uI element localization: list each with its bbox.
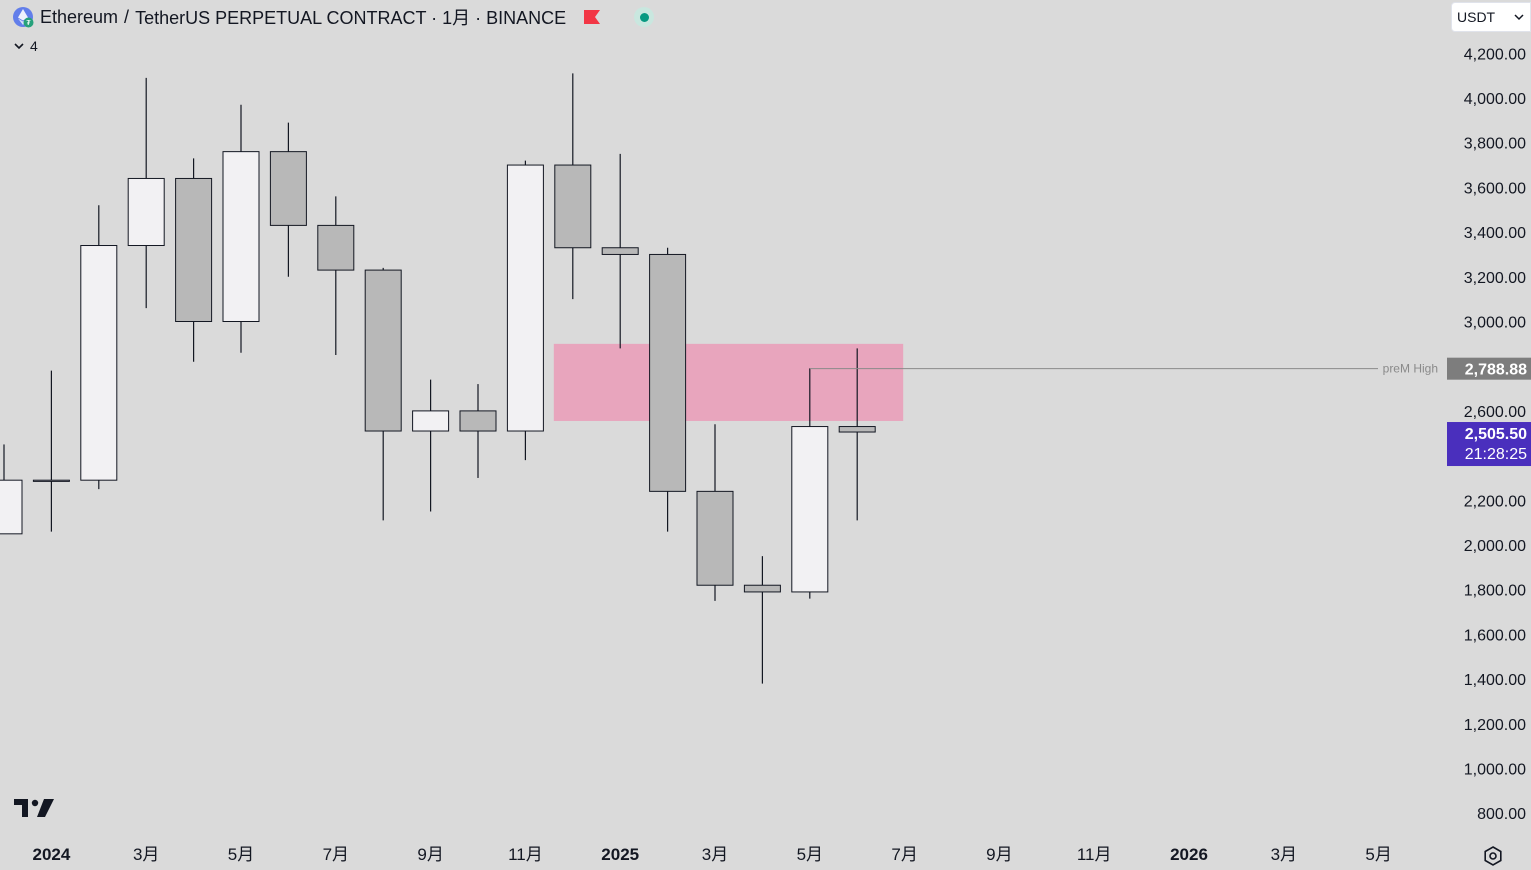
candle-body xyxy=(791,426,829,593)
tradingview-logo-icon[interactable] xyxy=(14,796,58,820)
candle[interactable] xyxy=(175,158,213,362)
price-tick-label: 3,800.00 xyxy=(1464,136,1526,153)
candle[interactable] xyxy=(791,368,829,599)
time-tick-label: 2024 xyxy=(32,845,70,864)
candle[interactable] xyxy=(364,267,402,521)
ethereum-icon: ₮ xyxy=(13,7,34,28)
supply-zone[interactable] xyxy=(553,343,904,421)
candle[interactable] xyxy=(32,370,70,532)
candle[interactable] xyxy=(743,556,781,684)
time-tick-label: 2026 xyxy=(1170,845,1208,864)
symbol-header[interactable]: ₮ Ethereum / TetherUS PERPETUAL CONTRACT… xyxy=(12,5,655,29)
symbol-name[interactable]: Ethereum xyxy=(40,6,119,27)
candle-body xyxy=(601,247,639,255)
time-tick-label: 3月 xyxy=(133,845,159,864)
price-tick-label: 1,600.00 xyxy=(1464,627,1526,644)
candle[interactable] xyxy=(317,196,355,356)
time-tick-label: 3月 xyxy=(702,845,728,864)
price-tick-label: 2,000.00 xyxy=(1464,538,1526,555)
candle-body xyxy=(506,164,544,432)
currency-selector[interactable]: USDT xyxy=(1451,2,1531,32)
candle-body xyxy=(696,490,734,586)
flag-icon[interactable] xyxy=(584,10,601,24)
indicators-count: 4 xyxy=(30,38,38,54)
price-tick-label: 3,600.00 xyxy=(1464,180,1526,197)
candle[interactable] xyxy=(554,73,592,300)
price-tick-label: 4,200.00 xyxy=(1464,46,1526,63)
price-tick-label: 800.00 xyxy=(1477,806,1526,823)
price-tick-label: 4,000.00 xyxy=(1464,91,1526,108)
candle[interactable] xyxy=(222,104,260,353)
candle-body xyxy=(80,245,118,481)
candle-body xyxy=(459,410,497,432)
premarket-high-label: preM High xyxy=(1383,362,1438,376)
candle-body xyxy=(554,164,592,249)
candle-body xyxy=(317,224,355,271)
candle[interactable] xyxy=(412,379,450,512)
time-tick-label: 7月 xyxy=(323,845,349,864)
price-tick-label: 1,000.00 xyxy=(1464,762,1526,779)
time-tick-label: 9月 xyxy=(986,845,1012,864)
time-tick-label: 5月 xyxy=(228,845,254,864)
current-price-tag xyxy=(1447,422,1531,467)
candle-body xyxy=(222,151,260,322)
current-price-value: 2,505.50 xyxy=(1465,426,1527,443)
candle-body xyxy=(175,177,213,322)
gear-icon[interactable] xyxy=(1482,845,1504,867)
candle-body xyxy=(838,426,876,433)
candle-body xyxy=(269,151,307,226)
candle-body xyxy=(32,479,70,482)
candle-body xyxy=(364,269,402,432)
candle-body xyxy=(412,410,450,432)
candle-body xyxy=(127,177,165,247)
price-tick-label: 1,200.00 xyxy=(1464,717,1526,734)
symbol-description[interactable]: TetherUS PERPETUAL CONTRACT · 1月 · BINAN… xyxy=(135,8,567,28)
chevron-down-icon xyxy=(1514,14,1524,21)
candle[interactable] xyxy=(601,153,639,349)
price-tick-label: 3,000.00 xyxy=(1464,315,1526,332)
candle-body xyxy=(649,253,687,492)
time-tick-label: 9月 xyxy=(417,845,443,864)
time-tick-label: 3月 xyxy=(1271,845,1297,864)
candle[interactable] xyxy=(459,384,497,478)
candle-body xyxy=(743,584,781,593)
candle[interactable] xyxy=(80,205,118,490)
currency-value: USDT xyxy=(1457,9,1496,25)
candle[interactable] xyxy=(269,122,307,277)
chevron-down-icon xyxy=(14,43,24,50)
price-tick-label: 2,600.00 xyxy=(1464,404,1526,421)
time-tick-label: 11月 xyxy=(508,845,543,864)
price-tick-label: 2,200.00 xyxy=(1464,493,1526,510)
price-tick-label: 1,400.00 xyxy=(1464,672,1526,689)
time-tick-label: 5月 xyxy=(1365,845,1391,864)
symbol-separator: / xyxy=(124,6,130,27)
candle-body xyxy=(0,479,23,535)
candle[interactable] xyxy=(0,444,23,535)
time-tick-label: 7月 xyxy=(891,845,917,864)
svg-text:₮: ₮ xyxy=(26,20,31,27)
time-tick-label: 2025 xyxy=(601,845,639,864)
price-tick-label: 1,800.00 xyxy=(1464,583,1526,600)
price-tick-label: 3,200.00 xyxy=(1464,270,1526,287)
time-tick-label: 11月 xyxy=(1077,845,1112,864)
premarket-high-price-tag xyxy=(1447,357,1531,380)
premarket-high-value: 2,788.88 xyxy=(1465,362,1527,379)
candle[interactable] xyxy=(838,348,876,521)
candle[interactable] xyxy=(649,247,687,532)
live-status-icon xyxy=(634,7,655,27)
candle[interactable] xyxy=(506,160,544,461)
time-tick-label: 5月 xyxy=(797,845,823,864)
candle[interactable] xyxy=(696,424,734,601)
indicators-toggle[interactable]: 4 xyxy=(14,38,38,54)
price-tick-label: 3,400.00 xyxy=(1464,225,1526,242)
candle[interactable] xyxy=(127,77,165,309)
candle-countdown: 21:28:25 xyxy=(1465,446,1527,463)
